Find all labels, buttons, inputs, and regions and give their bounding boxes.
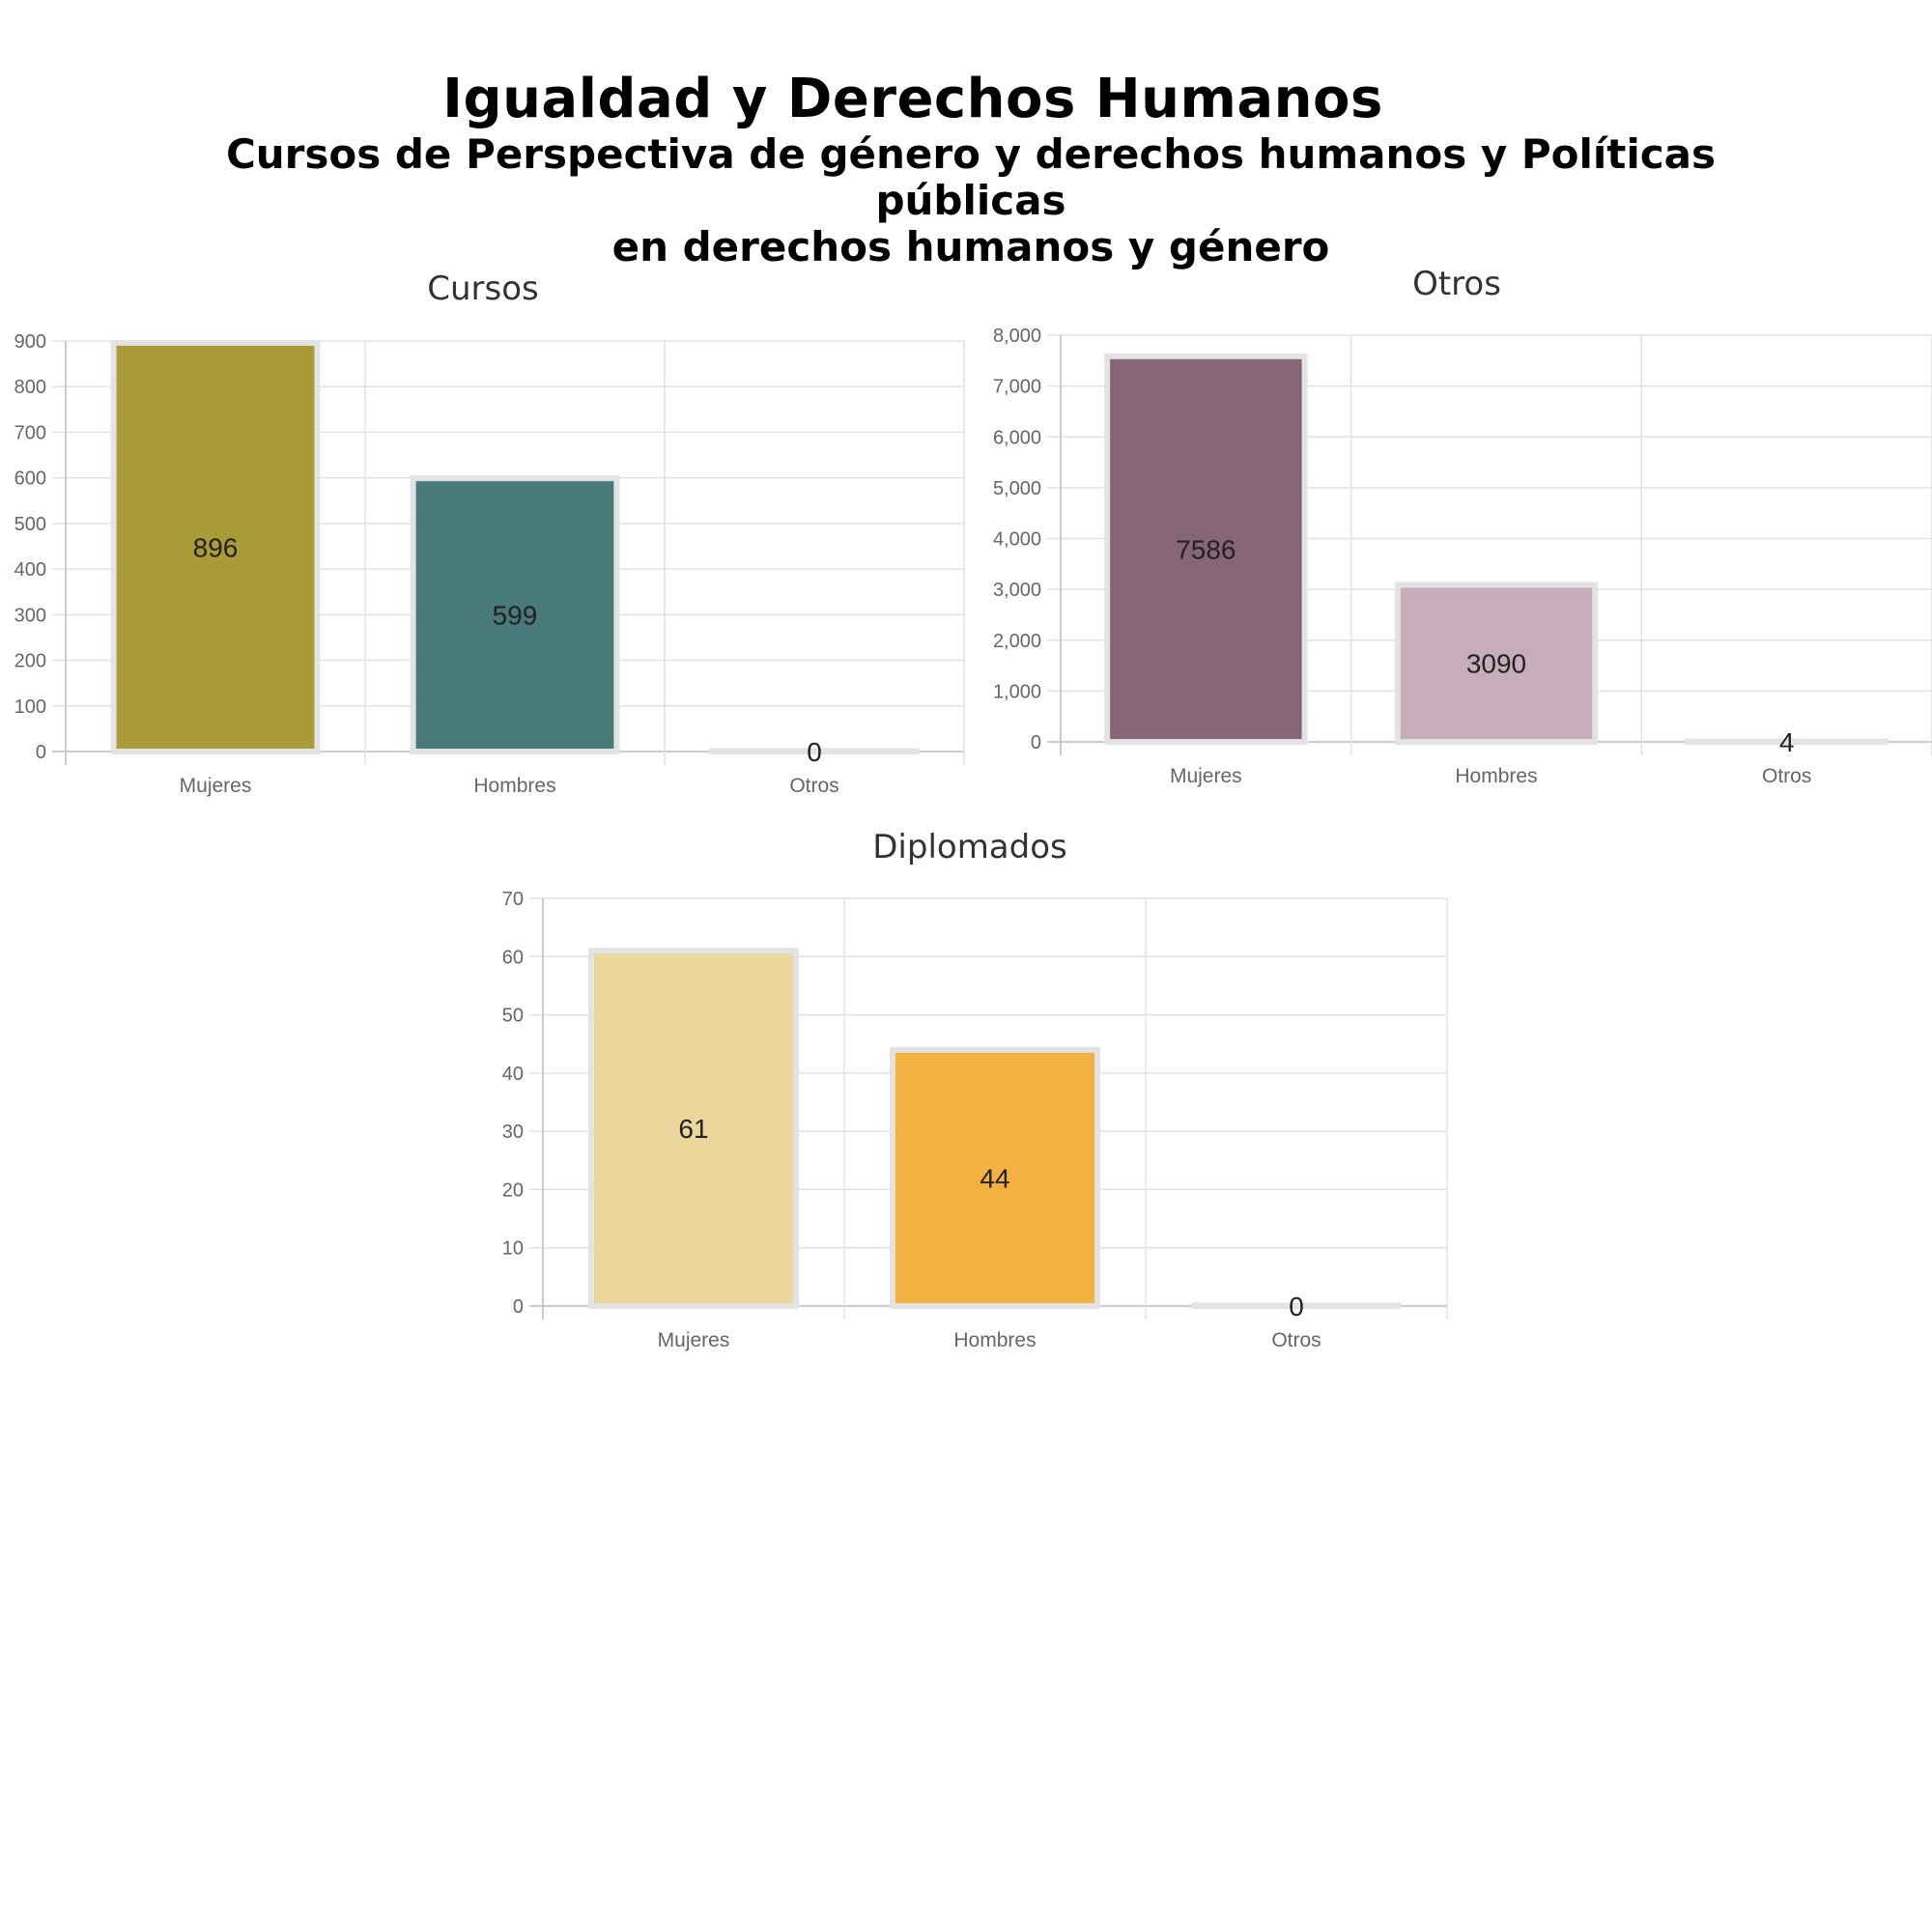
bar-value-label: 3090 <box>1466 649 1526 679</box>
x-category-label: Mujeres <box>180 775 252 797</box>
x-category-label: Otros <box>1762 765 1811 787</box>
bar-otros <box>709 748 920 754</box>
y-tick-label: 2,000 <box>993 631 1041 652</box>
subtitle-line-1: Cursos de Perspectiva de género y derech… <box>225 130 1717 224</box>
bar-mujeres <box>1104 353 1308 745</box>
bar-value-label: 896 <box>193 532 239 562</box>
y-tick-label: 200 <box>14 651 46 672</box>
y-tick-label: 0 <box>36 742 46 763</box>
x-category-label: Otros <box>1271 1329 1321 1351</box>
y-tick-label: 70 <box>502 889 524 910</box>
y-tick-label: 0 <box>1031 732 1041 753</box>
y-tick-label: 800 <box>14 377 46 398</box>
bar-otros <box>1685 738 1889 745</box>
x-category-label: Otros <box>789 775 838 797</box>
y-tick-label: 5,000 <box>993 478 1041 499</box>
y-tick-label: 900 <box>14 331 46 353</box>
x-category-label: Mujeres <box>1170 765 1242 787</box>
y-tick-label: 300 <box>14 605 46 626</box>
bar-value-label: 4 <box>1779 727 1795 757</box>
y-tick-label: 400 <box>14 559 46 581</box>
y-tick-label: 7,000 <box>993 377 1041 398</box>
y-tick-label: 700 <box>14 422 46 443</box>
y-tick-label: 100 <box>14 696 46 718</box>
bar-value-label: 44 <box>980 1163 1009 1193</box>
x-category-label: Hombres <box>953 1329 1036 1351</box>
bar-value-label: 7586 <box>1176 534 1236 564</box>
bar-hombres <box>1394 582 1599 745</box>
chart-title-cursos: Cursos <box>427 270 539 308</box>
chart-title-diplomados: Diplomados <box>872 828 1067 867</box>
y-tick-label: 20 <box>502 1179 524 1201</box>
y-tick-label: 40 <box>502 1064 524 1085</box>
bar-hombres <box>889 1046 1101 1309</box>
y-tick-label: 500 <box>14 514 46 535</box>
subtitle-line-2: en derechos humanos y género <box>611 223 1330 270</box>
y-tick-label: 60 <box>502 947 524 968</box>
bar-value-label: 0 <box>1289 1292 1304 1321</box>
y-tick-label: 1,000 <box>993 681 1041 702</box>
bar-mujeres <box>110 339 321 754</box>
y-tick-label: 8,000 <box>993 326 1041 347</box>
y-tick-label: 50 <box>502 1006 524 1027</box>
y-tick-label: 600 <box>14 469 46 490</box>
bar-value-label: 0 <box>807 737 822 767</box>
x-category-label: Mujeres <box>658 1329 730 1351</box>
bar-value-label: 599 <box>493 601 538 631</box>
bar-mujeres <box>587 948 800 1309</box>
y-tick-label: 0 <box>513 1296 524 1318</box>
y-tick-label: 10 <box>502 1238 524 1260</box>
y-tick-label: 3,000 <box>993 580 1041 601</box>
page-title: Igualdad y Derechos Humanos <box>442 68 1383 130</box>
y-tick-label: 30 <box>502 1122 524 1143</box>
bar-otros <box>1190 1302 1403 1309</box>
y-tick-label: 6,000 <box>993 427 1041 448</box>
bar-hombres <box>410 475 620 754</box>
bar-value-label: 61 <box>678 1114 708 1144</box>
y-tick-label: 4,000 <box>993 529 1041 551</box>
x-category-label: Hombres <box>1455 765 1537 787</box>
x-category-label: Hombres <box>473 775 555 797</box>
chart-title-otros: Otros <box>1412 265 1501 303</box>
page-subtitle: Cursos de Perspectiva de género y derech… <box>135 131 1806 270</box>
